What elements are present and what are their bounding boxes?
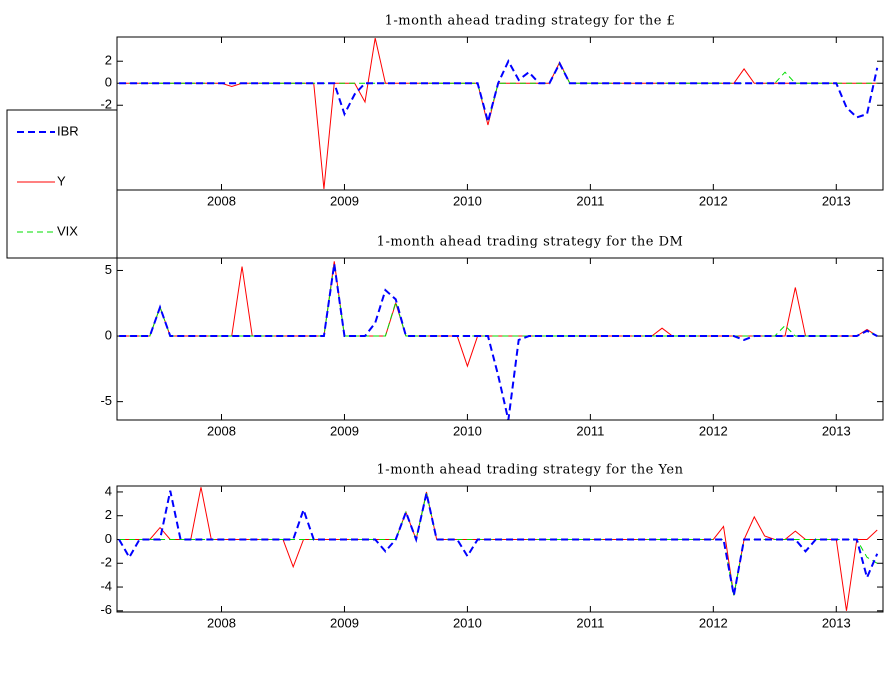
legend-label: IBR	[57, 123, 79, 138]
y-tick-label: 2	[105, 507, 112, 522]
chart-title: 1-month ahead trading strategy for the £	[385, 14, 676, 29]
series-line	[119, 263, 878, 337]
x-tick-label: 2013	[822, 193, 851, 208]
x-tick-label: 2009	[330, 193, 359, 208]
plot-area	[117, 486, 883, 612]
lines	[119, 261, 878, 420]
x-tick-label: 2008	[207, 193, 236, 208]
legend-label: Y	[57, 173, 66, 188]
x-tick-label: 2010	[453, 193, 482, 208]
x-tick-label: 2012	[699, 615, 728, 630]
x-tick-label: 2010	[453, 423, 482, 438]
x-tick-label: 2011	[576, 423, 604, 438]
legend-label: VIX	[57, 223, 78, 238]
x-tick-label: 2012	[699, 423, 728, 438]
plot-area	[117, 37, 883, 190]
y-tick-label: -5	[100, 393, 112, 408]
y-tick-label: 5	[105, 262, 112, 277]
chart-title: 1-month ahead trading strategy for the D…	[377, 235, 684, 250]
series-line	[119, 263, 878, 420]
series-line	[118, 490, 879, 596]
legend-box	[6, 109, 118, 259]
plot-area	[117, 258, 883, 420]
series-line	[119, 59, 879, 126]
x-tick-label: 2009	[330, 615, 359, 630]
chart-title: 1-month ahead trading strategy for the Y…	[377, 463, 684, 478]
plot-frame	[116, 257, 884, 421]
y-tick-label: -2	[100, 97, 112, 112]
y-tick-label: 0	[105, 531, 112, 546]
x-tick-label: 2008	[207, 615, 236, 630]
plot-frame	[116, 485, 884, 613]
y-tick-label: -2	[100, 555, 112, 570]
x-tick-label: 2013	[822, 615, 851, 630]
lines	[119, 37, 879, 189]
x-tick-label: 2012	[699, 193, 728, 208]
x-tick-label: 2009	[330, 423, 359, 438]
x-tick-label: 2011	[576, 193, 604, 208]
x-tick-label: 2013	[822, 423, 851, 438]
x-tick-label: 2010	[453, 615, 482, 630]
x-tick-label: 2011	[576, 615, 604, 630]
y-tick-label: 4	[105, 483, 112, 498]
lines	[118, 487, 879, 611]
y-tick-label: 0	[105, 75, 112, 90]
y-tick-label: 0	[105, 327, 112, 342]
y-tick-label: -6	[100, 602, 112, 617]
y-tick-label: -4	[100, 578, 112, 593]
x-tick-label: 2008	[207, 423, 236, 438]
y-tick-label: 2	[105, 53, 112, 68]
